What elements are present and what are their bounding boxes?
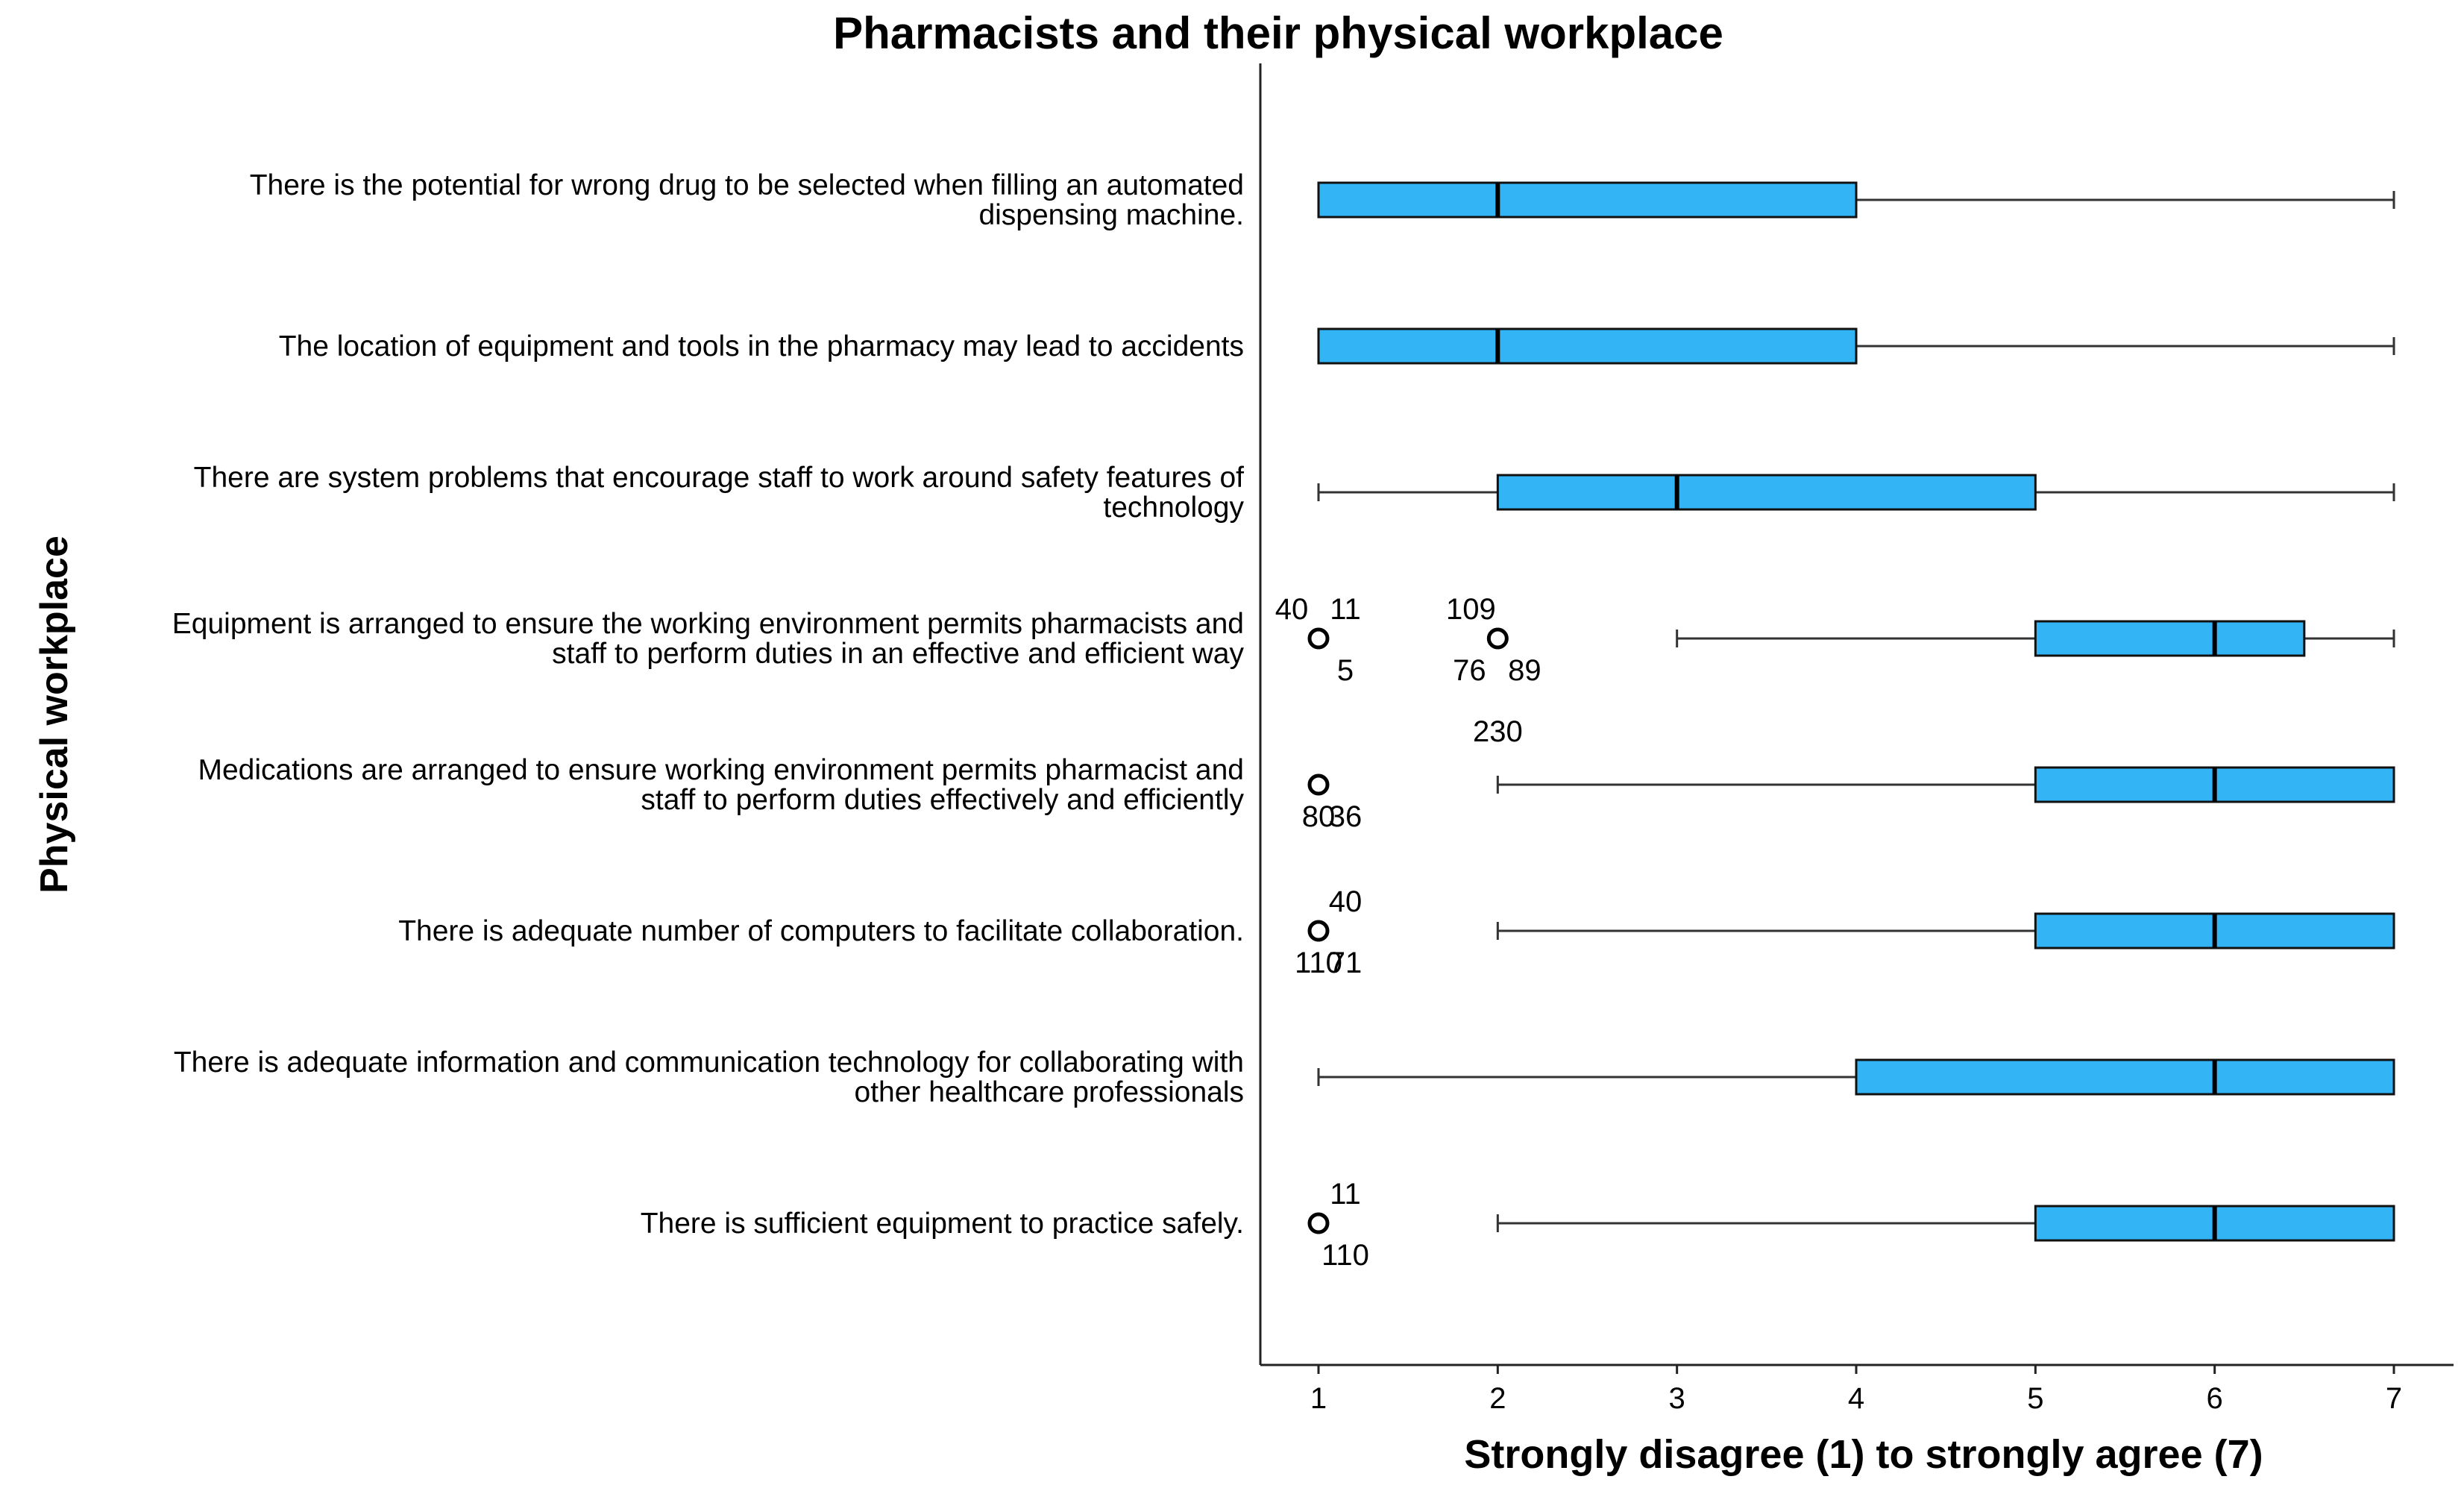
x-tick-label: 7 [2386, 1382, 2402, 1415]
x-tick-label: 4 [1848, 1382, 1864, 1415]
outlier-id-label: 230 [1473, 715, 1523, 748]
outlier-id-label: 109 [1446, 593, 1496, 626]
category-label: There is the potential for wrong drug to… [250, 169, 1244, 201]
category-label: There is adequate information and commun… [174, 1046, 1244, 1079]
outlier-point [1307, 920, 1330, 942]
iqr-box [1855, 1058, 2395, 1096]
outlier-point [1307, 1212, 1330, 1234]
outlier-point [1307, 627, 1330, 650]
outlier-id-label: 71 [1329, 947, 1363, 979]
category-label: There is sufficient equipment to practic… [641, 1208, 1244, 1240]
iqr-box [2034, 620, 2306, 657]
outlier-id-label: 110 [1295, 947, 1342, 979]
category-label: The location of equipment and tools in t… [279, 330, 1244, 362]
x-tick-label: 2 [1489, 1382, 1506, 1415]
y-axis-title: Physical workplace [33, 536, 76, 894]
x-tick-label: 1 [1310, 1382, 1327, 1415]
category-label: dispensing machine. [978, 199, 1244, 231]
plot-area: 1 2 3 4 5 6 7 There is the potential for wrong … [172, 63, 2454, 1415]
outlier-id-label: 80 [1302, 800, 1336, 833]
category-label: There are system problems that encourage… [194, 462, 1245, 494]
outlier-id-label: 11 [1330, 1178, 1361, 1211]
iqr-box [1496, 474, 2037, 511]
outlier-point [1486, 627, 1509, 650]
outlier-id-label: 5 [1337, 654, 1354, 687]
category-label: staff to perform duties in an effective … [552, 638, 1244, 670]
outlier-point [1307, 773, 1330, 796]
category-label: Equipment is arranged to ensure the work… [172, 608, 1244, 640]
category-label: technology [1103, 492, 1244, 524]
x-tick-label: 3 [1669, 1382, 1685, 1415]
category-label: Medications are arranged to ensure worki… [198, 754, 1244, 786]
category-label: There is adequate number of computers to… [398, 915, 1244, 947]
category-label: staff to perform duties effectively and … [641, 784, 1244, 816]
x-axis-title: Strongly disagree (1) to strongly agree … [1464, 1432, 2263, 1477]
outlier-id-label: 76 [1453, 654, 1486, 687]
outlier-id-label: 110 [1321, 1239, 1369, 1272]
chart-title: Pharmacists and their physical workplace [833, 8, 1723, 58]
outlier-id-label: 89 [1508, 654, 1541, 687]
category-label: other healthcare professionals [855, 1076, 1244, 1108]
outlier-id-label: 36 [1329, 800, 1363, 833]
iqr-box [1317, 327, 1858, 365]
outlier-id-label: 40 [1329, 885, 1363, 918]
x-tick-label: 6 [2207, 1382, 2223, 1415]
iqr-box [1317, 181, 1858, 219]
outlier-id-label: 40 [1275, 593, 1309, 626]
outlier-id-label: 11 [1330, 593, 1361, 626]
x-tick-label: 5 [2027, 1382, 2043, 1415]
